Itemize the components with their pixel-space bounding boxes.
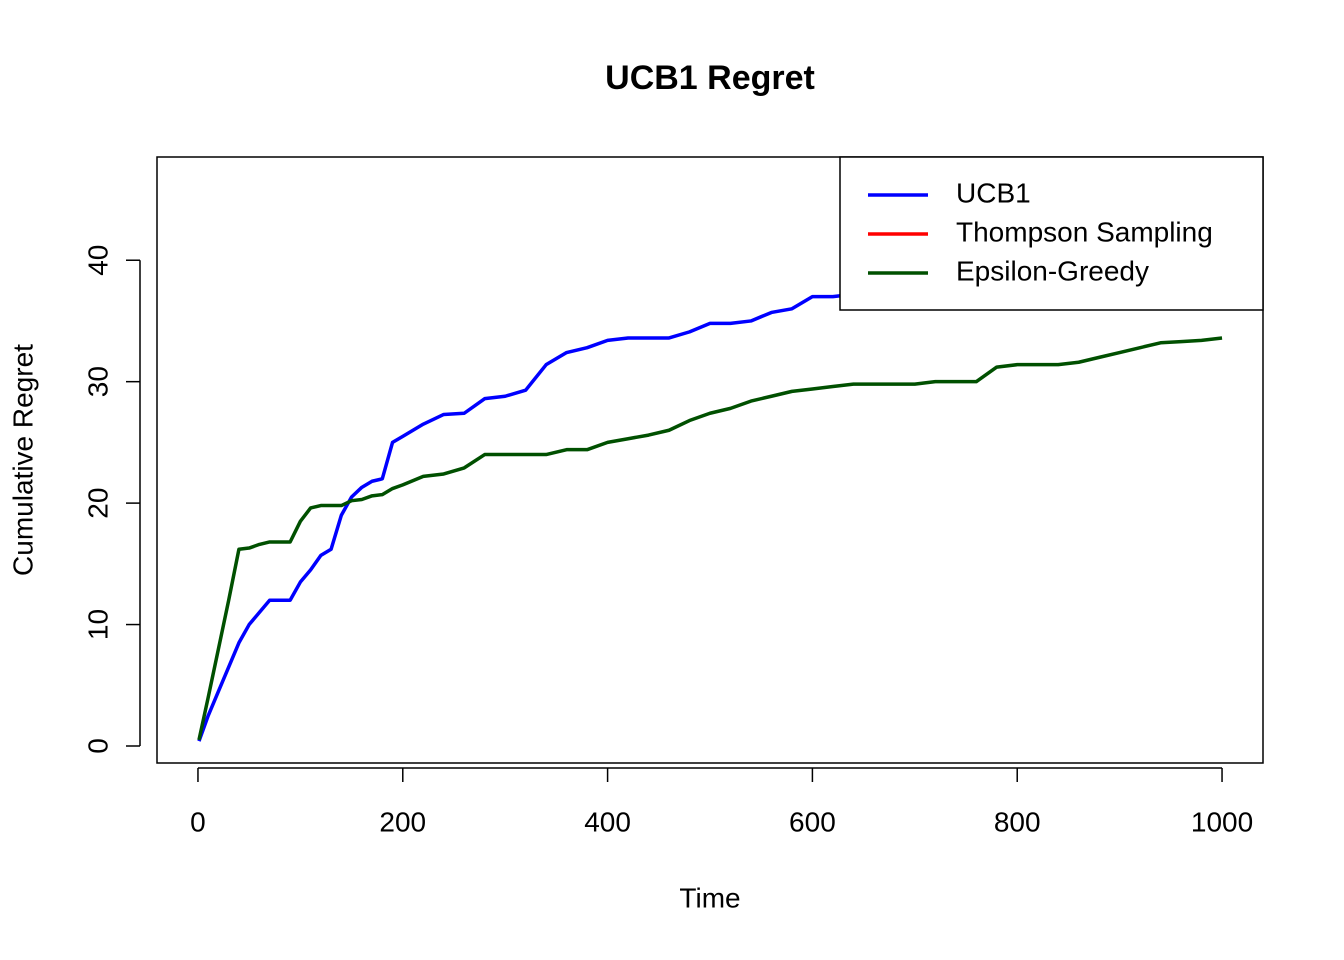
chart-title: UCB1 Regret xyxy=(605,59,815,97)
series-line xyxy=(197,246,1223,742)
y-tick-label: 40 xyxy=(82,245,113,276)
x-tick-label: 200 xyxy=(379,806,426,837)
y-tick-label: 30 xyxy=(82,366,113,397)
x-tick-label: 400 xyxy=(584,806,631,837)
x-tick-label: 600 xyxy=(789,806,836,837)
legend-label: UCB1 xyxy=(956,177,1031,208)
x-tick-label: 800 xyxy=(994,806,1041,837)
y-tick-label: 0 xyxy=(82,738,113,754)
legend-label: Thompson Sampling xyxy=(956,216,1213,247)
legend-label: Epsilon-Greedy xyxy=(956,255,1149,286)
y-tick-label: 10 xyxy=(82,609,113,640)
x-tick-label: 0 xyxy=(190,806,206,837)
x-axis-label: Time xyxy=(679,882,740,913)
x-tick-label: 1000 xyxy=(1191,806,1253,837)
series-line xyxy=(197,336,1223,741)
y-tick-label: 20 xyxy=(82,488,113,519)
y-axis-label: Cumulative Regret xyxy=(7,344,38,576)
plot-frame xyxy=(156,156,1264,764)
